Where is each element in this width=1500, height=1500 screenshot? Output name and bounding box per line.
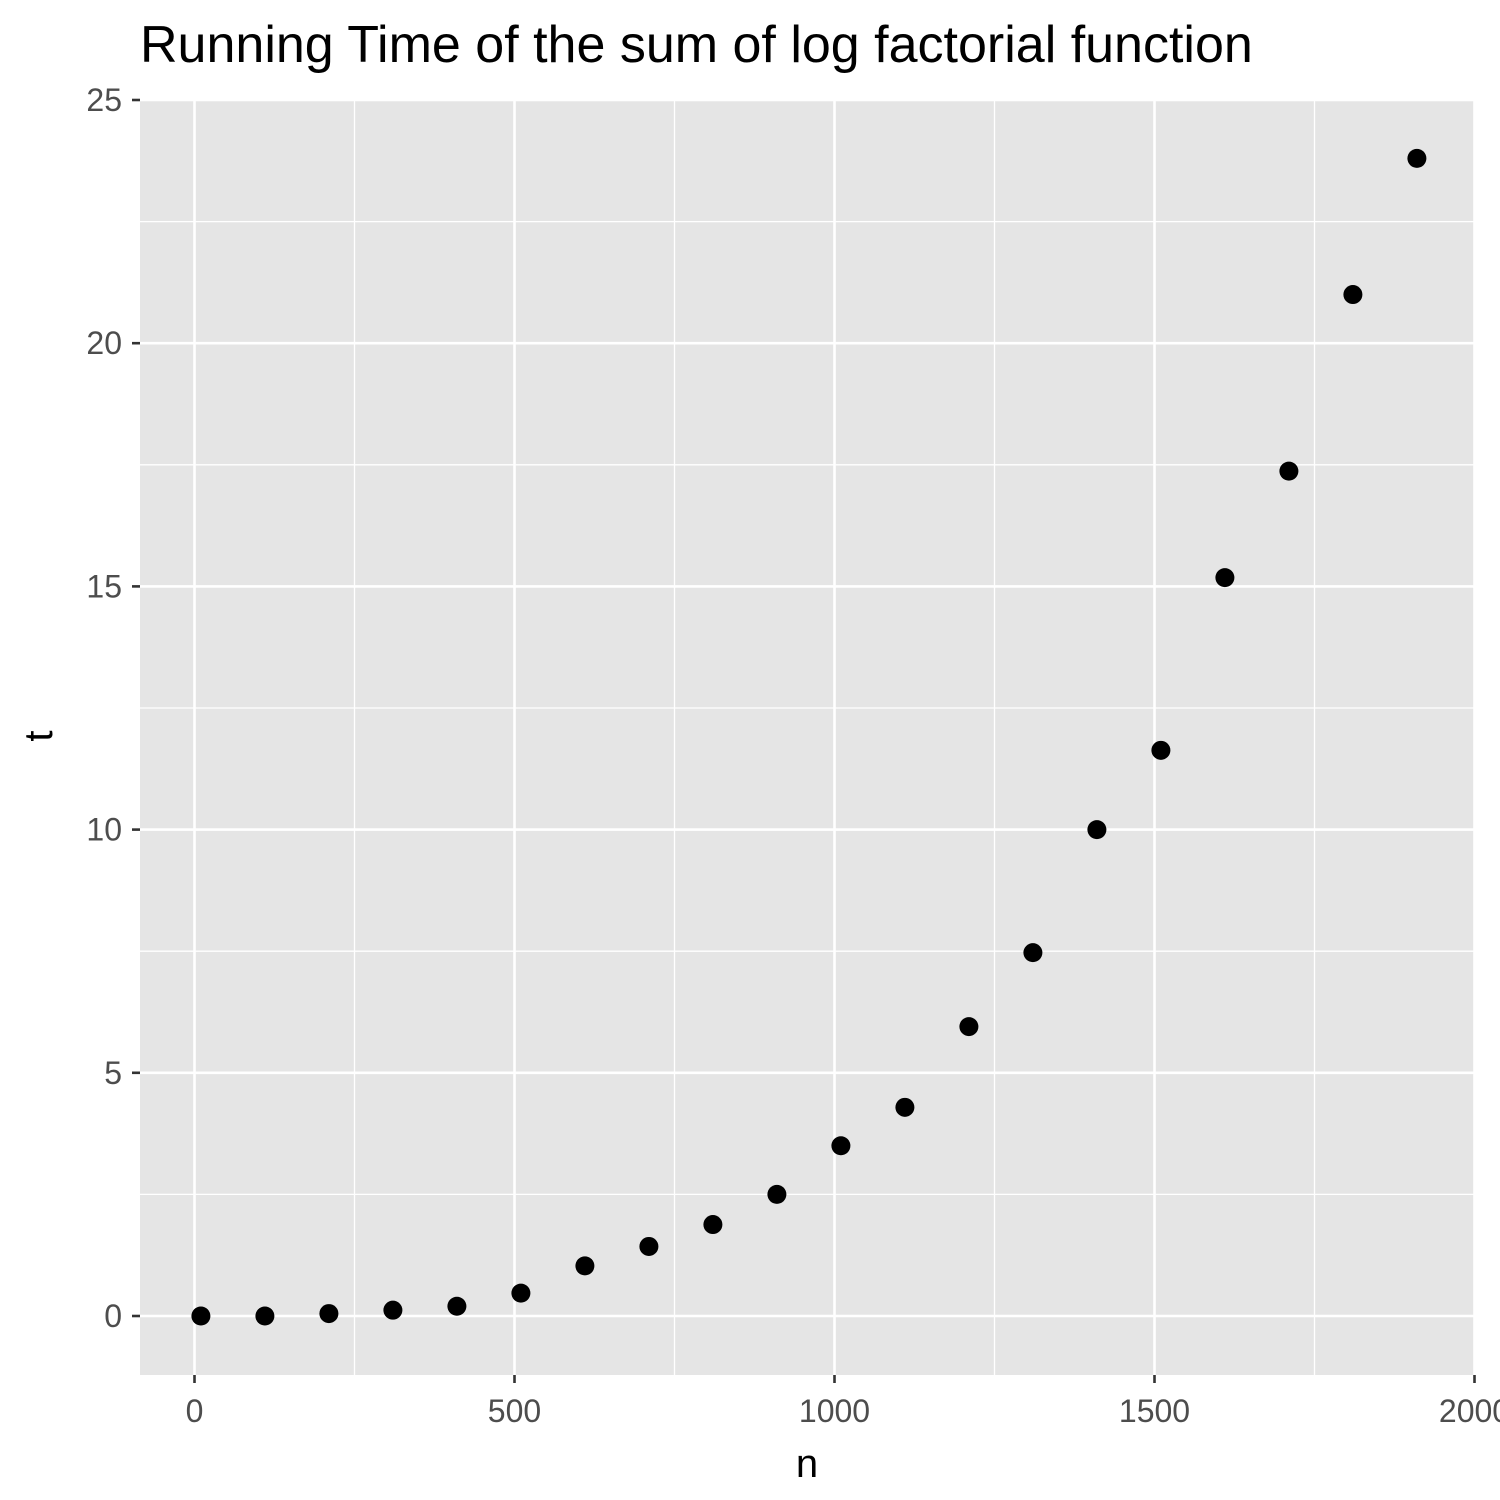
data-point <box>895 1097 915 1117</box>
data-point <box>703 1215 723 1235</box>
y-axis-label: t <box>17 730 61 741</box>
data-point <box>1343 285 1363 305</box>
data-point <box>511 1283 531 1303</box>
data-points <box>191 148 1427 1326</box>
axis-ticks <box>132 98 1476 1383</box>
plot-panel <box>140 100 1475 1375</box>
data-point <box>319 1304 339 1324</box>
x-tick-label: 500 <box>488 1393 541 1429</box>
data-point <box>959 1017 979 1037</box>
data-point <box>639 1236 659 1256</box>
x-tick-label: 1500 <box>1119 1393 1190 1429</box>
data-point <box>191 1306 211 1326</box>
major-gridlines <box>140 98 1476 1375</box>
y-tick-label: 15 <box>86 568 122 604</box>
x-tick-label: 1000 <box>799 1393 870 1429</box>
data-point <box>255 1306 275 1326</box>
data-point <box>575 1256 595 1276</box>
data-point <box>831 1136 851 1156</box>
data-point <box>1407 148 1427 168</box>
x-tick-label: 0 <box>186 1393 204 1429</box>
data-point <box>1151 740 1171 760</box>
data-point <box>767 1184 787 1204</box>
y-tick-label: 25 <box>86 82 122 118</box>
data-point <box>1215 568 1235 588</box>
y-tick-label: 10 <box>86 812 122 848</box>
data-point <box>383 1300 403 1320</box>
x-axis-label: n <box>796 1442 818 1486</box>
data-point <box>1023 943 1043 963</box>
data-point <box>1087 820 1107 840</box>
y-tick-label: 0 <box>104 1298 122 1334</box>
data-point <box>447 1296 467 1316</box>
data-point <box>1279 461 1299 481</box>
chart-title: Running Time of the sum of log factorial… <box>140 16 1253 74</box>
y-axis-tick-labels: 0 5 10 15 20 25 <box>86 82 122 1334</box>
minor-gridlines <box>140 100 1475 1375</box>
y-tick-label: 5 <box>104 1055 122 1091</box>
y-tick-label: 20 <box>86 325 122 361</box>
